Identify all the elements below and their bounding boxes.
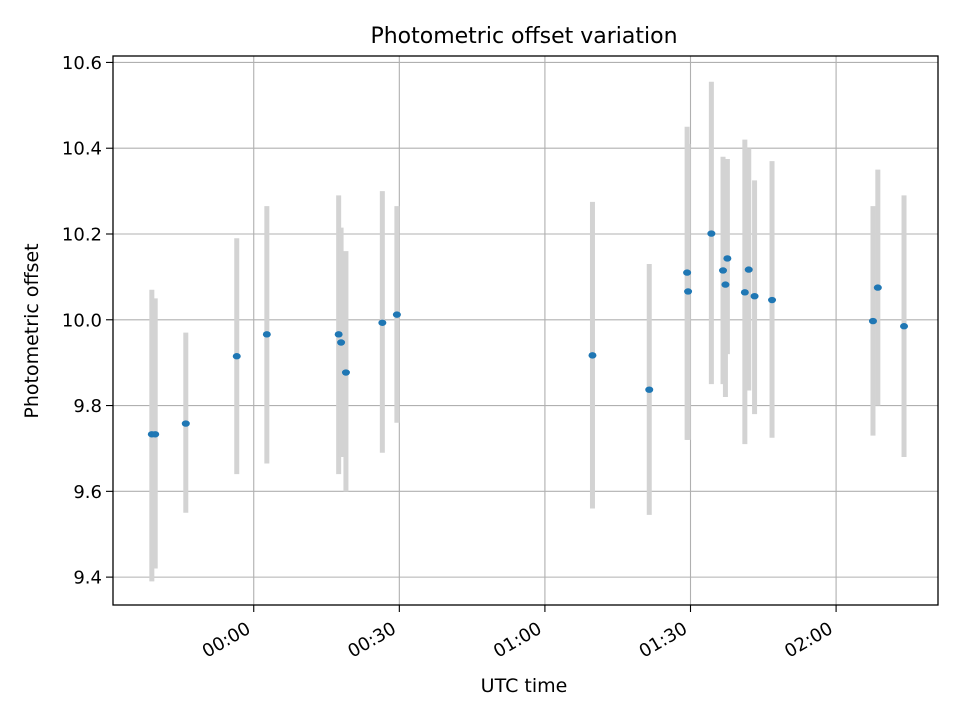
y-tick-label: 9.8 bbox=[73, 396, 102, 417]
y-tick-label: 9.4 bbox=[73, 568, 102, 589]
data-point bbox=[707, 230, 716, 237]
data-point bbox=[151, 431, 160, 438]
data-point bbox=[744, 266, 753, 273]
data-point bbox=[334, 331, 343, 338]
data-point bbox=[719, 267, 728, 274]
grid bbox=[113, 56, 938, 605]
data-point bbox=[588, 352, 597, 359]
data-point bbox=[750, 292, 759, 300]
data-point bbox=[337, 339, 346, 346]
data-point bbox=[378, 319, 387, 326]
plot-frame bbox=[112, 55, 939, 606]
data-point bbox=[232, 353, 241, 360]
data-point bbox=[684, 288, 693, 295]
y-axis-ticks: 9.4 9.6 9.8 10.0 10.2 10.4 10.6 bbox=[62, 53, 113, 589]
y-tick-label: 9.6 bbox=[73, 482, 102, 503]
y-axis-label: Photometric offset bbox=[21, 243, 43, 418]
data-point bbox=[723, 255, 732, 262]
data-point bbox=[262, 331, 271, 338]
y-tick-label: 10.0 bbox=[62, 310, 102, 331]
y-tick-label: 10.4 bbox=[62, 139, 102, 160]
data-point bbox=[900, 323, 909, 330]
data-point bbox=[683, 269, 692, 276]
data-point bbox=[645, 386, 654, 393]
data-point bbox=[341, 369, 350, 376]
data-point bbox=[868, 317, 877, 325]
y-tick-label: 10.6 bbox=[62, 53, 102, 74]
x-axis-label: UTC time bbox=[481, 675, 568, 697]
data-point bbox=[873, 284, 882, 291]
data-point bbox=[740, 289, 749, 296]
data-points bbox=[147, 230, 909, 438]
data-point bbox=[721, 281, 730, 288]
data-point bbox=[392, 311, 401, 318]
chart-title: Photometric offset variation bbox=[370, 24, 677, 49]
data-point bbox=[768, 296, 777, 304]
data-point bbox=[181, 420, 190, 427]
y-tick-label: 10.2 bbox=[62, 224, 102, 245]
